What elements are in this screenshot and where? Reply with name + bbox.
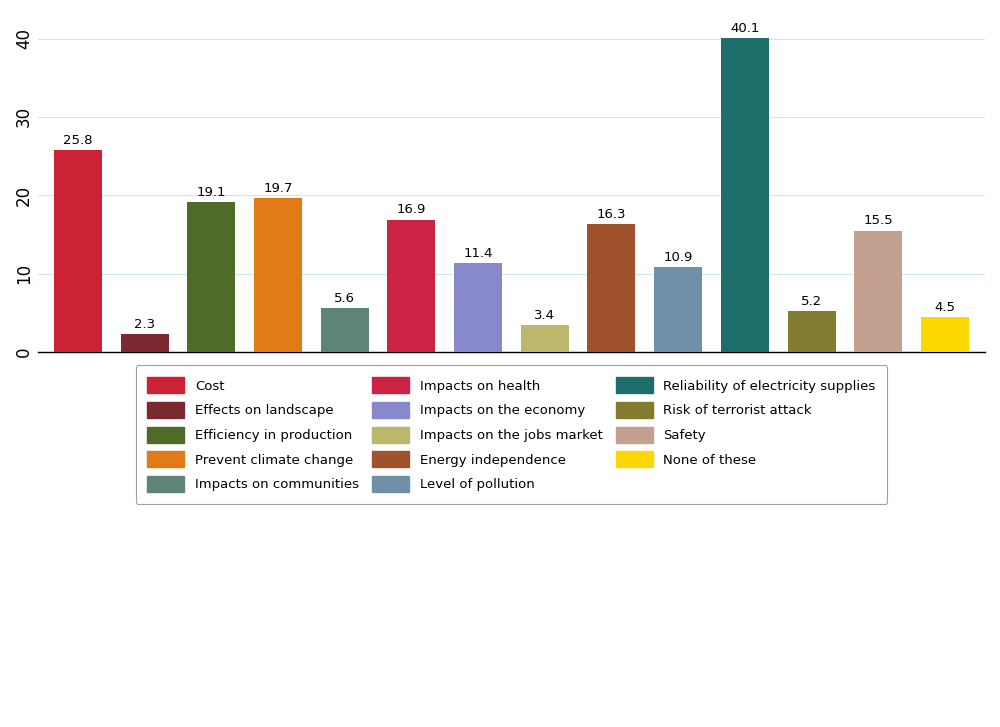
Bar xyxy=(854,230,902,352)
Text: 15.5: 15.5 xyxy=(863,214,893,228)
Bar xyxy=(521,326,569,352)
Text: 19.7: 19.7 xyxy=(263,182,293,195)
Bar xyxy=(387,220,435,352)
Text: 40.1: 40.1 xyxy=(730,22,760,35)
Text: 16.9: 16.9 xyxy=(397,204,426,217)
Bar xyxy=(721,38,769,352)
Bar xyxy=(587,225,635,352)
Text: 19.1: 19.1 xyxy=(197,186,226,199)
Bar xyxy=(788,311,836,352)
Text: 2.3: 2.3 xyxy=(134,318,155,331)
Text: 5.2: 5.2 xyxy=(801,295,822,308)
Text: 25.8: 25.8 xyxy=(63,134,93,147)
Text: 10.9: 10.9 xyxy=(663,251,693,263)
Bar xyxy=(921,317,969,352)
Bar xyxy=(121,334,169,352)
Text: 4.5: 4.5 xyxy=(934,301,955,313)
Text: 3.4: 3.4 xyxy=(534,309,555,322)
Text: 5.6: 5.6 xyxy=(334,292,355,305)
Bar xyxy=(187,202,235,352)
Bar xyxy=(254,198,302,352)
Bar xyxy=(654,267,702,352)
Text: 16.3: 16.3 xyxy=(597,208,626,221)
Bar xyxy=(321,308,369,352)
Text: 11.4: 11.4 xyxy=(463,246,493,260)
Bar xyxy=(54,150,102,352)
Legend: Cost, Effects on landscape, Efficiency in production, Prevent climate change, Im: Cost, Effects on landscape, Efficiency i… xyxy=(136,366,887,504)
Bar xyxy=(454,262,502,352)
